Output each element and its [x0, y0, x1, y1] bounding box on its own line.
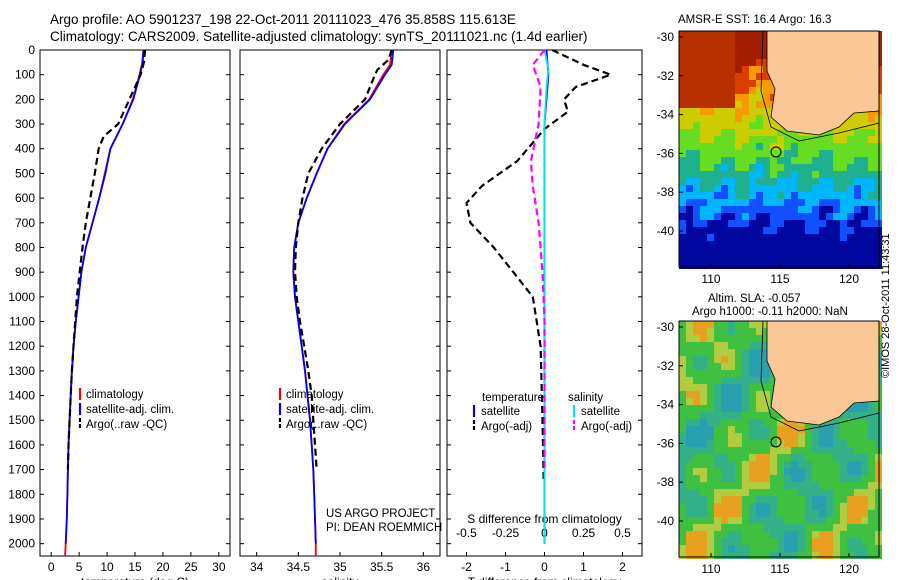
x-tick-label-s: -0.25	[492, 526, 520, 540]
y-tick-label: 2000	[8, 537, 35, 551]
map-y-tick-label: -34	[657, 398, 675, 412]
header-line-2: Climatology: CARS2009. Satellite-adjuste…	[50, 29, 588, 44]
map-panel-sla: 110 115 120 -30 -32 -34 -36 -38 -40	[657, 320, 882, 576]
x-tick-label: 36	[417, 560, 431, 574]
map-y-tick-label: -36	[657, 146, 675, 160]
x-axis-label: salinity	[322, 575, 359, 580]
y-tick-label: 500	[15, 166, 35, 180]
argo-float-marker	[770, 146, 782, 158]
legend-label: satellite	[481, 406, 520, 418]
y-tick-label: 100	[15, 68, 35, 82]
map-x-tick-label: 110	[701, 272, 720, 286]
argo-float-marker	[770, 436, 782, 448]
y-tick-label: 900	[15, 265, 35, 279]
sla-map-title-1: Altim. SLA: -0.057	[708, 293, 801, 305]
map-y-tick-label: -30	[657, 320, 675, 334]
x-tick-label: 34	[250, 560, 264, 574]
x-tick-label: 0	[48, 560, 55, 574]
x-tick-label: 20	[156, 560, 170, 574]
map-y-tick-label: -38	[657, 185, 675, 199]
legend-label: climatology	[86, 389, 144, 401]
y-tick-label: 1000	[8, 290, 35, 304]
x-tick-label: 5	[76, 560, 83, 574]
y-tick-label: 200	[15, 92, 35, 106]
y-tick-label: 1600	[8, 438, 35, 452]
y-tick-label: 400	[15, 142, 35, 156]
x-tick-label-t: -1	[500, 560, 511, 574]
x-axis-label: T difference from climatology	[468, 575, 622, 580]
y-tick-label: 1700	[8, 463, 35, 477]
legend-label: Argo(-adj)	[581, 421, 632, 433]
y-tick-label: 0	[28, 43, 35, 57]
map-x-tick-label: 120	[839, 272, 859, 286]
sla-map-title-2: Argo h1000: -0.11 h2000: NaN	[692, 306, 848, 318]
map-frame	[678, 320, 880, 558]
map-y-tick-label: -34	[657, 108, 675, 122]
x-tick-label-s: 0.5	[614, 526, 631, 540]
x-tick-label: 25	[184, 560, 198, 574]
x-tick-label: 34.5	[287, 560, 311, 574]
map-frame	[678, 30, 880, 268]
map-y-tick-label: -40	[657, 224, 675, 238]
series-line-argo-raw-qc-	[293, 49, 393, 470]
x-tick-label-t: -2	[461, 560, 472, 574]
y-tick-label: 300	[15, 117, 35, 131]
annotation: PI: DEAN ROEMMICH	[326, 522, 442, 534]
legend-label: satellite	[581, 406, 620, 418]
map-y-tick-label: -32	[657, 69, 675, 83]
legend-label: Argo(-adj)	[481, 421, 532, 433]
series-line-salinity-argo-adj-	[529, 49, 546, 470]
x-tick-label: 30	[212, 560, 226, 574]
map-y-tick-label: -40	[657, 514, 675, 528]
map-panel-sst: 110 115 120 -30 -32 -34 -36 -38 -40	[657, 30, 882, 286]
y-tick-label: 1100	[9, 315, 35, 329]
x-tick-label: 15	[128, 560, 142, 574]
x-tick-label: 35.5	[370, 560, 394, 574]
map-y-tick-label: -36	[657, 436, 675, 450]
shelf-contour	[760, 30, 880, 142]
legend-label: Argo(..raw -QC)	[286, 419, 367, 431]
sst-map-title: AMSR-E SST: 16.4 Argo: 16.3	[678, 14, 832, 26]
x-tick-label: 35	[333, 560, 347, 574]
legend-label: Argo(..raw -QC)	[86, 419, 167, 431]
series-line-temperature-argo-adj-	[465, 49, 615, 483]
x-tick-label-t: 0	[541, 560, 548, 574]
legend-title: salinity	[568, 392, 603, 404]
x-tick-label-s: 0.25	[572, 526, 596, 540]
y-tick-label: 600	[15, 191, 35, 205]
map-x-tick-label: 115	[770, 272, 789, 286]
series-line-satellite-adj-clim-	[292, 49, 395, 544]
x-tick-label-s: -0.5	[456, 526, 477, 540]
legend-label: satellite-adj. clim.	[86, 404, 174, 416]
x-tick-label-t: 2	[619, 560, 626, 574]
y-tick-label: 800	[15, 240, 35, 254]
legend-label: satellite-adj. clim.	[286, 404, 374, 416]
legend-title: temperature	[482, 392, 544, 404]
map-y-tick-label: -30	[657, 30, 675, 44]
x-axis-label: temperature (deg C)	[81, 575, 189, 580]
y-tick-label: 1200	[8, 339, 35, 353]
map-y-tick-label: -38	[657, 475, 675, 489]
y-tick-label: 1400	[8, 389, 35, 403]
y-tick-label: 1900	[8, 512, 35, 526]
map-x-tick-label: 120	[839, 562, 859, 576]
annotation: US ARGO PROJECT	[326, 508, 435, 520]
y-tick-label: 700	[15, 216, 35, 230]
y-tick-label: 1300	[8, 364, 35, 378]
series-line-argo-raw-qc-	[66, 49, 147, 470]
map-x-tick-label: 110	[701, 562, 720, 576]
shelf-contour	[760, 320, 880, 432]
map-y-tick-label: -32	[657, 359, 675, 373]
header-line-1: Argo profile: AO 5901237_198 22-Oct-2011…	[50, 12, 516, 27]
y-tick-label: 1800	[8, 487, 35, 501]
x-tick-label: 10	[100, 560, 114, 574]
panel-frame-temperature-panel	[39, 49, 231, 557]
y-tick-label: 1500	[8, 413, 35, 427]
imos-timestamp: ©IMOS 28-Oct-2011 11:43:31	[880, 233, 892, 378]
map-x-tick-label: 115	[770, 562, 789, 576]
panel-frame-salinity-panel	[239, 49, 441, 557]
x-tick-label-t: 1	[580, 560, 587, 574]
legend-label: climatology	[286, 389, 344, 401]
